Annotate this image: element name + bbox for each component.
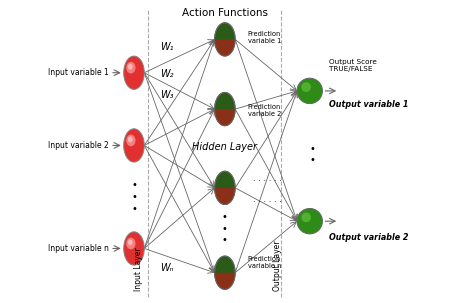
Text: Input variable 2: Input variable 2: [48, 141, 109, 150]
Ellipse shape: [215, 256, 235, 289]
Circle shape: [301, 82, 311, 92]
Text: •
•: • •: [310, 144, 316, 165]
Text: W₃: W₃: [161, 90, 174, 101]
Text: Prediction
variable 2: Prediction variable 2: [247, 104, 281, 117]
Ellipse shape: [126, 135, 136, 146]
Ellipse shape: [126, 62, 136, 74]
Text: Output variable 2: Output variable 2: [329, 233, 409, 242]
Text: Prediction
variable 1: Prediction variable 1: [247, 32, 281, 44]
Ellipse shape: [215, 23, 235, 56]
Text: W₁: W₁: [161, 42, 174, 52]
Ellipse shape: [128, 136, 133, 142]
Ellipse shape: [126, 238, 136, 249]
Text: Output variable 1: Output variable 1: [329, 100, 409, 109]
Text: . . . . . .: . . . . . .: [253, 174, 282, 183]
Polygon shape: [215, 273, 235, 289]
Text: Input variable 1: Input variable 1: [48, 68, 109, 77]
Text: •
•
•: • • •: [131, 180, 137, 214]
Text: Input variable n: Input variable n: [48, 244, 109, 253]
Text: Output Layer: Output Layer: [273, 240, 283, 291]
Text: W₂: W₂: [161, 69, 174, 79]
Text: Input Layer: Input Layer: [134, 247, 143, 291]
Ellipse shape: [124, 56, 144, 89]
Polygon shape: [215, 39, 235, 56]
Ellipse shape: [215, 92, 235, 126]
Text: Wₙ: Wₙ: [161, 263, 174, 273]
Text: Output Score
TRUE/FALSE: Output Score TRUE/FALSE: [329, 59, 377, 72]
Text: Prediction
variable n: Prediction variable n: [247, 256, 281, 268]
Text: Hidden Layer: Hidden Layer: [192, 142, 257, 152]
Ellipse shape: [128, 64, 133, 70]
Ellipse shape: [124, 129, 144, 162]
Polygon shape: [215, 109, 235, 126]
Text: . . . . . .: . . . . . .: [253, 195, 282, 205]
Ellipse shape: [128, 239, 133, 245]
Ellipse shape: [124, 232, 144, 265]
Polygon shape: [215, 188, 235, 205]
Ellipse shape: [215, 171, 235, 205]
Text: •
•
•: • • •: [222, 212, 228, 245]
Circle shape: [297, 208, 322, 234]
Circle shape: [301, 212, 311, 222]
Circle shape: [297, 78, 322, 104]
Text: Action Functions: Action Functions: [182, 8, 268, 18]
